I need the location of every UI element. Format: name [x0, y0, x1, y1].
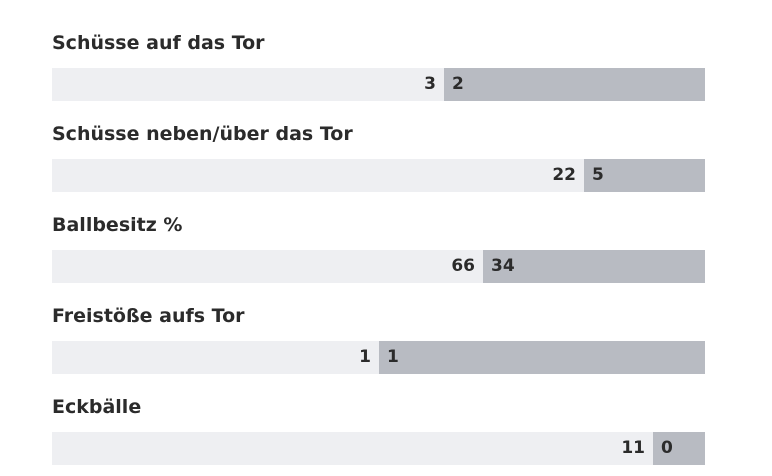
home-value: 66 [451, 256, 475, 276]
stat-bar: 22 5 [52, 159, 705, 192]
home-bar-fill [52, 159, 584, 192]
stat-bar: 3 2 [52, 68, 705, 101]
home-value: 3 [424, 74, 436, 94]
away-value: 1 [387, 347, 399, 367]
away-value: 0 [661, 438, 673, 458]
stat-label: Schüsse neben/über das Tor [52, 123, 353, 145]
home-value: 1 [359, 347, 371, 367]
home-bar-fill [52, 250, 483, 283]
stat-label: Freistöße aufs Tor [52, 305, 245, 327]
home-value: 22 [552, 165, 576, 185]
home-bar-fill [52, 341, 379, 374]
away-value: 34 [491, 256, 515, 276]
stat-bar: 11 0 [52, 432, 705, 465]
away-value: 5 [592, 165, 604, 185]
stat-label: Ballbesitz % [52, 214, 183, 236]
home-bar-fill [52, 68, 444, 101]
stat-bar: 1 1 [52, 341, 705, 374]
stat-bar: 66 34 [52, 250, 705, 283]
stat-label: Eckbälle [52, 396, 142, 418]
stat-label: Schüsse auf das Tor [52, 32, 265, 54]
away-value: 2 [452, 74, 464, 94]
home-value: 11 [621, 438, 645, 458]
home-bar-fill [52, 432, 653, 465]
